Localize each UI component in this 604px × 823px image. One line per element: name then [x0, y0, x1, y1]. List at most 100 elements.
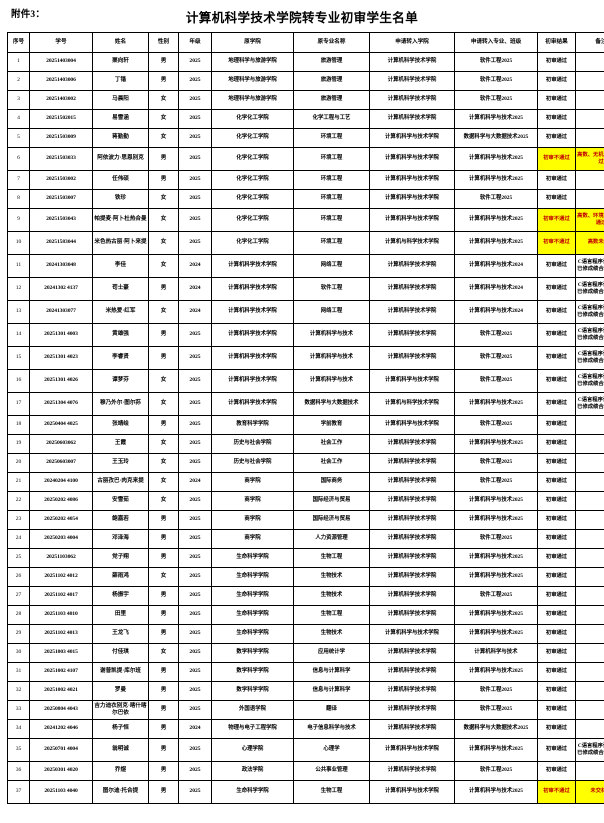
cell-from-college: 计算机科学技术学院: [211, 346, 294, 370]
cell-grade: 2024: [178, 277, 212, 301]
cell-from-major: 生物技术: [293, 586, 370, 606]
cell-grade: 2025: [178, 147, 212, 171]
cell-result: 初审通过: [537, 738, 576, 762]
cell-result: 初审通过: [537, 415, 576, 435]
cell-remark: C语言程序设计课程已修成绩合格，免考: [575, 300, 604, 324]
cell-grade: 2025: [178, 415, 212, 435]
table-row: 19 20250603062 王霞女 2025 历史与社会学院 社会工作 计算机科学技术学院…: [7, 434, 604, 454]
cell-to-college: 计算机科学技术学院: [369, 434, 455, 454]
page-title: 计算机科学技术学院转专业初审学生名单: [185, 11, 419, 25]
cell-sex: 男: [148, 323, 179, 347]
cell-from-major: 国际经济与贸易: [293, 510, 370, 530]
cell-remark: [575, 624, 604, 644]
cell-from-major: 环境工程: [293, 147, 370, 171]
cell-name: 薛雨鸿: [92, 567, 149, 587]
cell-from-college: 地理科学与旅游学院: [211, 90, 294, 110]
cell-from-college: 生命科学学院: [211, 605, 294, 625]
cell-to-major: 计算机科学与技术2025: [454, 624, 538, 644]
table-row: 32 20251002 4021 罗曼男 2025 数学科学学院 信息与计算科学 计算机科学…: [7, 681, 604, 701]
cell-to-major: 计算机科学与技术2025: [454, 567, 538, 587]
cell-index: 33: [7, 700, 30, 720]
cell-student-id: 20251002 4107: [29, 662, 93, 682]
cell-index: 9: [7, 208, 30, 232]
cell-student-id: 20251002 4021: [29, 681, 93, 701]
cell-name: 田里: [92, 605, 149, 625]
cell-remark: [575, 189, 604, 209]
header-result: 初审结果: [537, 32, 576, 53]
cell-name: 付佳琪: [92, 643, 149, 663]
cell-from-college: 生命科学学院: [211, 780, 294, 804]
cell-index: 27: [7, 586, 30, 606]
cell-remark: [575, 586, 604, 606]
cell-index: 19: [7, 434, 30, 454]
cell-result: 初审不通过: [537, 231, 576, 255]
cell-to-college: 计算机科学技术学院: [369, 567, 455, 587]
cell-sex: 女: [148, 90, 179, 110]
cell-result: 初审通过: [537, 277, 576, 301]
table-row: 13 20241303077 米热爱·红军女 2024 计算机科学技术学院 网络工程 计算机…: [7, 300, 604, 324]
cell-student-id: 20251103062: [29, 548, 93, 568]
cell-student-id: 20251502015: [29, 109, 93, 129]
cell-to-major: 计算机科学与技术2025: [454, 780, 538, 804]
cell-from-major: 生物工程: [293, 780, 370, 804]
table-row: 27 20251102 4017 杨振宇男 2025 生命科学学院 生物技术 计算机科学技术…: [7, 586, 604, 606]
cell-student-id: 20251102 4017: [29, 586, 93, 606]
cell-sex: 女: [148, 434, 179, 454]
cell-from-major: 心理学: [293, 738, 370, 762]
cell-name: 米色热古丽·阿卜来提: [92, 231, 149, 255]
cell-to-college: 计算机科学与技术学院: [369, 415, 455, 435]
cell-from-major: 人力资源管理: [293, 529, 370, 549]
cell-from-major: 网络工程: [293, 254, 370, 278]
cell-from-college: 物理与电子工程学院: [211, 719, 294, 739]
cell-to-college: 计算机科学技术学院: [369, 277, 455, 301]
table-row: 21 20240204 4100 古丽孜巴·肉克来提女 2024 商学院 国际商务 计算机科…: [7, 472, 604, 492]
cell-to-major: 软件工程2025: [454, 90, 538, 110]
cell-grade: 2025: [178, 128, 212, 148]
table-row: 34 20241202 4046 杨子恒男 2024 物理与电子工程学院 电子信息科学与技…: [7, 719, 604, 739]
cell-to-college: 计算机科学技术学院: [369, 109, 455, 129]
cell-result: 初审通过: [537, 323, 576, 347]
cell-from-college: 生命科学学院: [211, 624, 294, 644]
cell-from-major: 计算机科学与技术: [293, 323, 370, 347]
cell-grade: 2025: [178, 231, 212, 255]
cell-index: 25: [7, 548, 30, 568]
cell-to-college: 计算机科学技术学院: [369, 529, 455, 549]
cell-from-college: 数学科学学院: [211, 662, 294, 682]
cell-name: 吉力迪衣别克·喀什喀尔巴依: [92, 700, 149, 720]
cell-from-major: 国际经济与贸易: [293, 491, 370, 511]
cell-from-major: 信息与计算科学: [293, 662, 370, 682]
cell-grade: 2025: [178, 52, 212, 72]
cell-from-college: 生命科学学院: [211, 567, 294, 587]
cell-index: 3: [7, 90, 30, 110]
cell-to-college: 计算机科学技术学院: [369, 90, 455, 110]
cell-result: 初审通过: [537, 300, 576, 324]
cell-to-major: 计算机科学与技术2025: [454, 392, 538, 416]
cell-from-college: 商学院: [211, 529, 294, 549]
cell-grade: 2025: [178, 189, 212, 209]
cell-grade: 2025: [178, 453, 212, 473]
table-row: 28 20251103 4010 田里男 2025 生命科学学院 生物工程 计算机科学技术学…: [7, 605, 604, 625]
attachment-label: 附件3：: [11, 10, 46, 20]
table-row: 26 20251102 4012 薛雨鸿女 2025 生命科学学院 生物技术 计算机科学技术…: [7, 567, 604, 587]
cell-result: 初审通过: [537, 510, 576, 530]
cell-to-major: 计算机科学与技术2025: [454, 109, 538, 129]
cell-sex: 男: [148, 700, 179, 720]
cell-to-major: 软件工程2025: [454, 586, 538, 606]
cell-name: 阿依波力·思恩别克: [92, 147, 149, 171]
cell-remark: [575, 605, 604, 625]
cell-from-major: 环境工程: [293, 208, 370, 232]
cell-name: 杨振宇: [92, 586, 149, 606]
cell-from-college: 化学化工学院: [211, 170, 294, 190]
cell-remark: C语言程序设计课程已修成绩合格，免考: [575, 369, 604, 393]
cell-index: 16: [7, 369, 30, 393]
header-grade: 年级: [178, 32, 212, 53]
table-row: 11 20241303048 李佳女 2024 计算机科学技术学院 网络工程 计算机科学技术…: [7, 254, 604, 278]
table-row: 10 20251583044 米色热古丽·阿卜来提女 2025 化学化工学院 环境工程 计算…: [7, 231, 604, 255]
cell-index: 12: [7, 277, 30, 301]
cell-to-college: 计算机科学技术学院: [369, 52, 455, 72]
cell-to-college: 计算机科学与技术学院: [369, 147, 455, 171]
table-row: 37 20251103 4040 图尔迪·托合提男 2025 生命科学学院 生物工程 计算机…: [7, 780, 604, 804]
table-row: 9 20251503043 帕提麦·阿卜杜热合曼女 2025 化学化工学院 环境工程 计算机…: [7, 208, 604, 232]
cell-from-college: 生命科学学院: [211, 548, 294, 568]
